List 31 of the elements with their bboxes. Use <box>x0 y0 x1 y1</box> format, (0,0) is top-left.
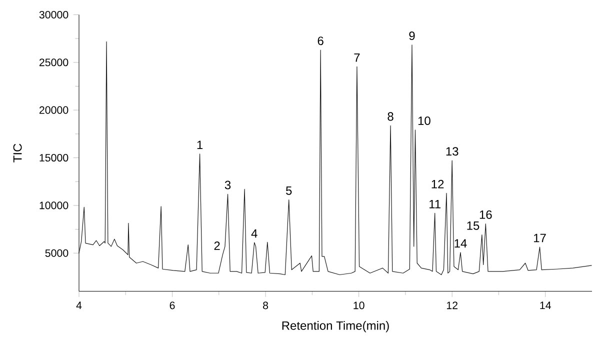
y-tick-label: 15000 <box>40 154 68 162</box>
annotation: 9 <box>409 32 415 40</box>
x-tick-label: 4 <box>76 302 82 309</box>
annotation: 3 <box>224 180 231 190</box>
x-axis-title: Retention Time(min) <box>282 321 389 332</box>
annotation: 12 <box>432 180 444 188</box>
y-tick-label: 30000 <box>39 10 68 18</box>
x-tick-label: 14 <box>540 302 551 309</box>
annotation: 14 <box>454 239 467 248</box>
y-tick-label: 25000 <box>39 58 68 66</box>
annotation: 15 <box>467 221 480 230</box>
x-tick-label: 10 <box>354 302 364 310</box>
x-tick-label: 12 <box>446 302 458 310</box>
x-tick-label: 8 <box>263 302 268 310</box>
annotation: 13 <box>446 147 458 156</box>
annotation: 11 <box>430 200 440 208</box>
annotation: 1 <box>197 140 203 150</box>
annotation: 4 <box>251 229 258 238</box>
y-axis-title: TIC <box>13 144 22 162</box>
y-tick-label: 20000 <box>39 106 68 114</box>
annotation: 6 <box>318 36 324 46</box>
annotation: 17 <box>534 234 546 242</box>
annotation: 5 <box>286 186 292 195</box>
annotation: 7 <box>354 54 360 62</box>
annotation: 10 <box>418 116 430 125</box>
annotation: 8 <box>388 112 394 121</box>
x-tick-label: 6 <box>170 302 175 310</box>
annotation: 2 <box>214 242 220 250</box>
annotation: 16 <box>480 210 492 219</box>
y-tick-label: 10000 <box>40 202 68 210</box>
y-tick-label: 5000 <box>45 249 68 257</box>
